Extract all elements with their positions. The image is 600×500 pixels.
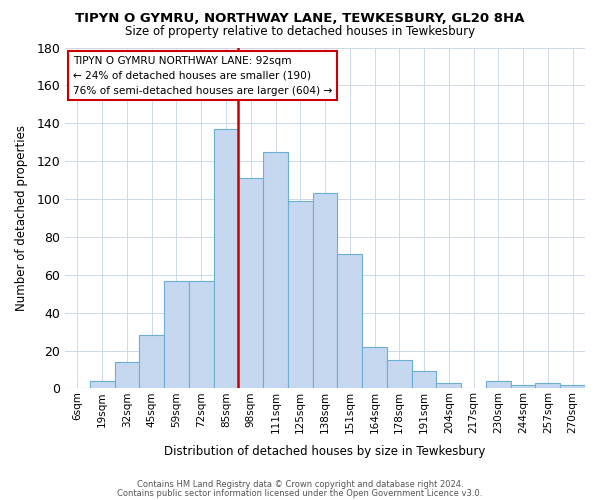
Bar bbox=[387, 360, 412, 388]
Bar bbox=[90, 381, 115, 388]
Bar bbox=[263, 152, 288, 388]
Bar bbox=[535, 383, 560, 388]
Bar bbox=[362, 347, 387, 389]
Bar bbox=[238, 178, 263, 388]
Text: TIPYN O GYMRU, NORTHWAY LANE, TEWKESBURY, GL20 8HA: TIPYN O GYMRU, NORTHWAY LANE, TEWKESBURY… bbox=[76, 12, 524, 26]
X-axis label: Distribution of detached houses by size in Tewkesbury: Distribution of detached houses by size … bbox=[164, 444, 486, 458]
Bar bbox=[214, 129, 238, 388]
Text: TIPYN O GYMRU NORTHWAY LANE: 92sqm
← 24% of detached houses are smaller (190)
76: TIPYN O GYMRU NORTHWAY LANE: 92sqm ← 24%… bbox=[73, 56, 332, 96]
Bar bbox=[486, 381, 511, 388]
Bar bbox=[511, 384, 535, 388]
Bar bbox=[560, 384, 585, 388]
Bar bbox=[288, 201, 313, 388]
Bar bbox=[164, 280, 189, 388]
Text: Size of property relative to detached houses in Tewkesbury: Size of property relative to detached ho… bbox=[125, 25, 475, 38]
Bar bbox=[337, 254, 362, 388]
Y-axis label: Number of detached properties: Number of detached properties bbox=[15, 125, 28, 311]
Bar bbox=[412, 372, 436, 388]
Bar bbox=[115, 362, 139, 388]
Text: Contains public sector information licensed under the Open Government Licence v3: Contains public sector information licen… bbox=[118, 488, 482, 498]
Bar bbox=[189, 280, 214, 388]
Bar bbox=[313, 194, 337, 388]
Bar bbox=[436, 383, 461, 388]
Bar bbox=[139, 336, 164, 388]
Text: Contains HM Land Registry data © Crown copyright and database right 2024.: Contains HM Land Registry data © Crown c… bbox=[137, 480, 463, 489]
